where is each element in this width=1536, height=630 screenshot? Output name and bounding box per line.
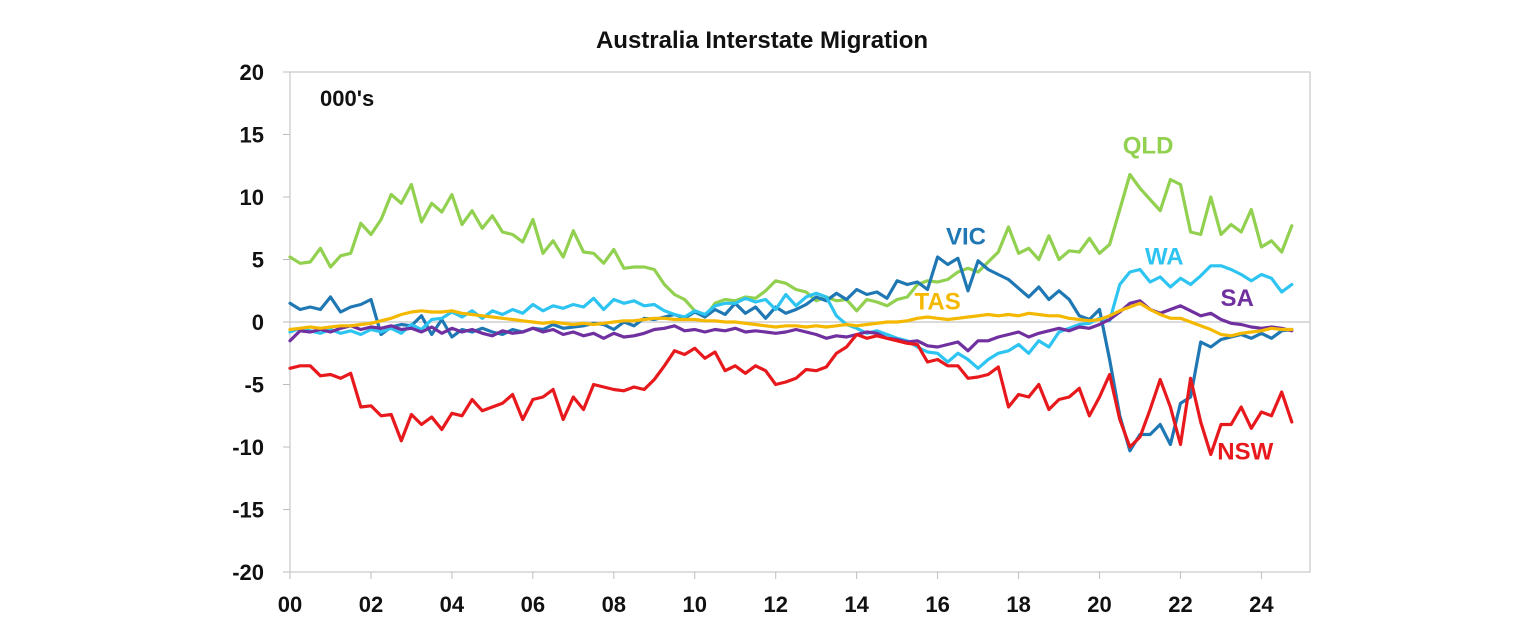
x-tick-label: 12 <box>763 592 787 617</box>
series-line-nsw <box>288 332 1294 457</box>
series-label-tas: TAS <box>915 289 961 316</box>
series-labels: QLD VIC WA SA TAS NSW <box>915 132 1274 465</box>
x-tick-label: 02 <box>359 592 383 617</box>
series-label-sa: SA <box>1220 285 1253 312</box>
y-tick-label: -5 <box>244 373 264 398</box>
x-tick-label: 06 <box>521 592 545 617</box>
y-tick-label: -15 <box>232 498 264 523</box>
series-line-qld <box>288 172 1294 319</box>
x-tick-label: 00 <box>278 592 302 617</box>
x-tick-label: 16 <box>925 592 949 617</box>
y-tick-label: 5 <box>252 248 264 273</box>
x-tick-label: 14 <box>844 592 869 617</box>
y-axis-ticks: 20 15 10 5 0 -5 -10 -15 -20 <box>232 60 290 585</box>
y-tick-label: -20 <box>232 560 264 585</box>
series-label-wa: WA <box>1145 244 1184 271</box>
y-tick-label: 0 <box>252 310 264 335</box>
y-tick-label: 10 <box>240 185 264 210</box>
chart-title: Australia Interstate Migration <box>596 27 928 54</box>
series-label-vic: VIC <box>946 224 986 251</box>
x-tick-label: 18 <box>1006 592 1030 617</box>
unit-label: 000's <box>320 86 374 111</box>
x-tick-label: 22 <box>1168 592 1192 617</box>
series-line-wa <box>288 264 1294 370</box>
y-tick-label: 15 <box>240 123 264 148</box>
y-tick-label: 20 <box>240 60 264 85</box>
series-label-nsw: NSW <box>1217 439 1273 466</box>
series-line-tas <box>288 301 1294 338</box>
x-axis-ticks: 00 02 04 06 08 10 12 14 16 18 20 22 24 <box>278 572 1274 617</box>
x-tick-label: 24 <box>1249 592 1274 617</box>
x-tick-label: 08 <box>602 592 626 617</box>
x-tick-label: 04 <box>440 592 465 617</box>
series-label-qld: QLD <box>1123 132 1174 159</box>
series-lines <box>288 172 1294 457</box>
x-tick-label: 10 <box>683 592 707 617</box>
y-tick-label: -10 <box>232 435 264 460</box>
x-tick-label: 20 <box>1087 592 1111 617</box>
